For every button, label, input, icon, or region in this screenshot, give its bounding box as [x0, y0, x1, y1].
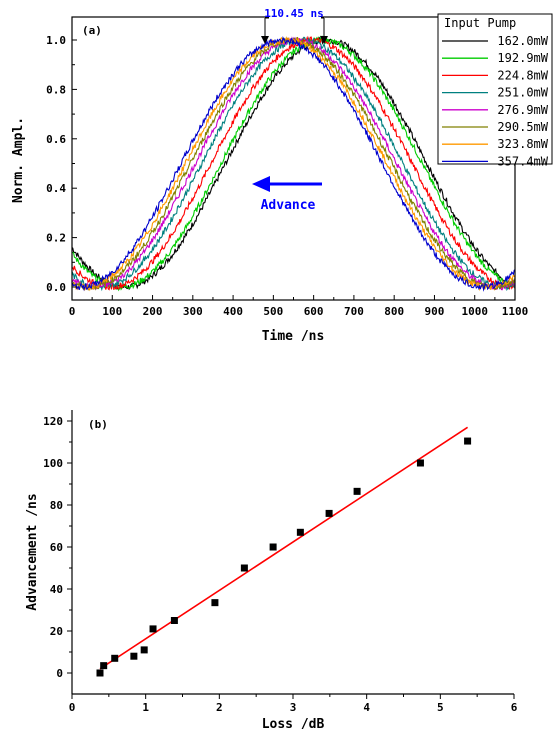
b-data-point: [130, 652, 138, 660]
legend-items: 162.0mW 192.9mW 224.8mW 251.0mW 276.9mW 290.5…: [442, 34, 549, 168]
a-series-line: [71, 34, 516, 292]
advance-label: Advance: [261, 198, 316, 213]
a-y-tick-label: 0.2: [46, 232, 66, 245]
b-data-point: [149, 625, 157, 633]
a-y-axis-label: Norm. Ampl.: [11, 117, 26, 203]
b-y-axis-label: Advancement /ns: [25, 493, 40, 610]
a-x-tick-label: 400: [223, 305, 243, 318]
a-curves: [71, 34, 516, 292]
advance-annotation: Advance: [252, 176, 322, 213]
b-y-tick-label: 40: [50, 583, 63, 596]
b-data-point: [325, 509, 333, 517]
a-y-tick-label: 0.6: [46, 133, 66, 146]
b-x-tick-label: 5: [437, 701, 444, 714]
a-x-ticks: 0 100 200 300 400 500 600 700 800 900 1000 1100: [69, 295, 529, 318]
a-y-ticks: 0.0 0.2 0.4 0.6 0.8 1.0: [46, 34, 77, 294]
a-x-tick-label: 600: [304, 305, 324, 318]
b-x-tick-label: 2: [216, 701, 223, 714]
a-x-axis-label: Time /ns: [262, 329, 325, 344]
b-y-tick-label: 80: [50, 499, 63, 512]
a-panel-label: (a): [82, 24, 102, 37]
a-x-tick-label: 700: [344, 305, 364, 318]
legend-entry-label: 224.8mW: [497, 68, 548, 82]
a-x-tick-label: 0: [69, 305, 76, 318]
delay-label-bg: [269, 6, 321, 20]
a-x-tick-label: 1100: [502, 305, 529, 318]
b-data-point: [96, 669, 104, 677]
b-x-axis-label: Loss /dB: [262, 717, 325, 732]
b-y-tick-label: 0: [56, 667, 63, 680]
legend-box: [437, 13, 553, 165]
a-series-line: [71, 36, 516, 292]
a-x-tick-label: 900: [425, 305, 445, 318]
b-data-point: [100, 662, 108, 670]
legend-title: Input Pump: [444, 16, 516, 30]
a-series-line: [71, 36, 516, 291]
b-panel-label: (b): [88, 418, 108, 431]
a-x-tick-label: 1000: [461, 305, 488, 318]
legend-entry-label: 357.4mW: [497, 154, 548, 168]
b-y-tick-label: 120: [43, 415, 63, 428]
b-data-point: [111, 654, 119, 662]
b-data-point: [240, 564, 248, 572]
legend-entry-label: 276.9mW: [497, 103, 548, 117]
a-y-tick-label: 1.0: [46, 34, 66, 47]
legend-entry-label: 192.9mW: [497, 51, 548, 65]
a-y-tick-label: 0.8: [46, 83, 66, 96]
a-y-tick-label: 0.0: [46, 281, 66, 294]
b-data-point: [416, 459, 424, 467]
delay-right-arrowhead: [320, 36, 328, 44]
advance-arrowhead: [252, 176, 270, 192]
b-x-ticks: 0 1 2 3 4 5 6: [69, 694, 518, 714]
a-series-line: [71, 35, 516, 291]
b-x-tick-label: 4: [363, 701, 370, 714]
a-x-tick-label: 100: [102, 305, 122, 318]
b-x-tick-label: 1: [142, 701, 149, 714]
legend-entry-label: 290.5mW: [497, 120, 548, 134]
b-data-point: [353, 487, 361, 495]
b-y-tick-label: 20: [50, 625, 63, 638]
delay-left-arrowhead: [261, 36, 269, 44]
legend-entry-label: 323.8mW: [497, 137, 548, 151]
delay-label: 110.45 ns: [264, 7, 324, 20]
legend: Input Pump 162.0mW 192.9mW 224.8mW 251.0mW 2…: [437, 13, 553, 168]
a-y-tick-label: 0.4: [46, 182, 66, 195]
a-series-line: [72, 36, 516, 291]
b-y-tick-label: 100: [43, 457, 63, 470]
a-x-tick-label: 200: [143, 305, 163, 318]
b-data-point: [211, 599, 219, 607]
b-x-tick-label: 6: [511, 701, 518, 714]
a-x-tick-label: 800: [384, 305, 404, 318]
legend-entry-label: 162.0mW: [497, 34, 548, 48]
b-data-point: [170, 617, 178, 624]
panel-b: 0 1 2 3 4 5 6 0 20 40 60 80 100 120 (b) Loss /dB Adv…: [25, 410, 518, 732]
legend-entry-label: 251.0mW: [497, 86, 548, 100]
b-fit-line: [99, 426, 469, 670]
a-x-tick-label: 500: [263, 305, 283, 318]
b-data-point: [140, 646, 148, 654]
b-data-point: [464, 437, 472, 445]
b-x-tick-label: 0: [69, 701, 76, 714]
b-y-ticks: 0 20 40 60 80 100 120: [43, 415, 72, 680]
b-data-point: [296, 528, 304, 536]
a-series-line: [71, 35, 516, 292]
b-y-tick-label: 60: [50, 541, 63, 554]
b-data-point: [269, 543, 277, 551]
a-x-tick-label: 300: [183, 305, 203, 318]
panel-a: 0 100 200 300 400 500 600 700 800 900 1000 1100 0.0…: [11, 6, 553, 344]
b-plot-content: [96, 426, 472, 677]
b-x-tick-label: 3: [290, 701, 297, 714]
delay-annotation: 110.45 ns: [261, 6, 328, 44]
